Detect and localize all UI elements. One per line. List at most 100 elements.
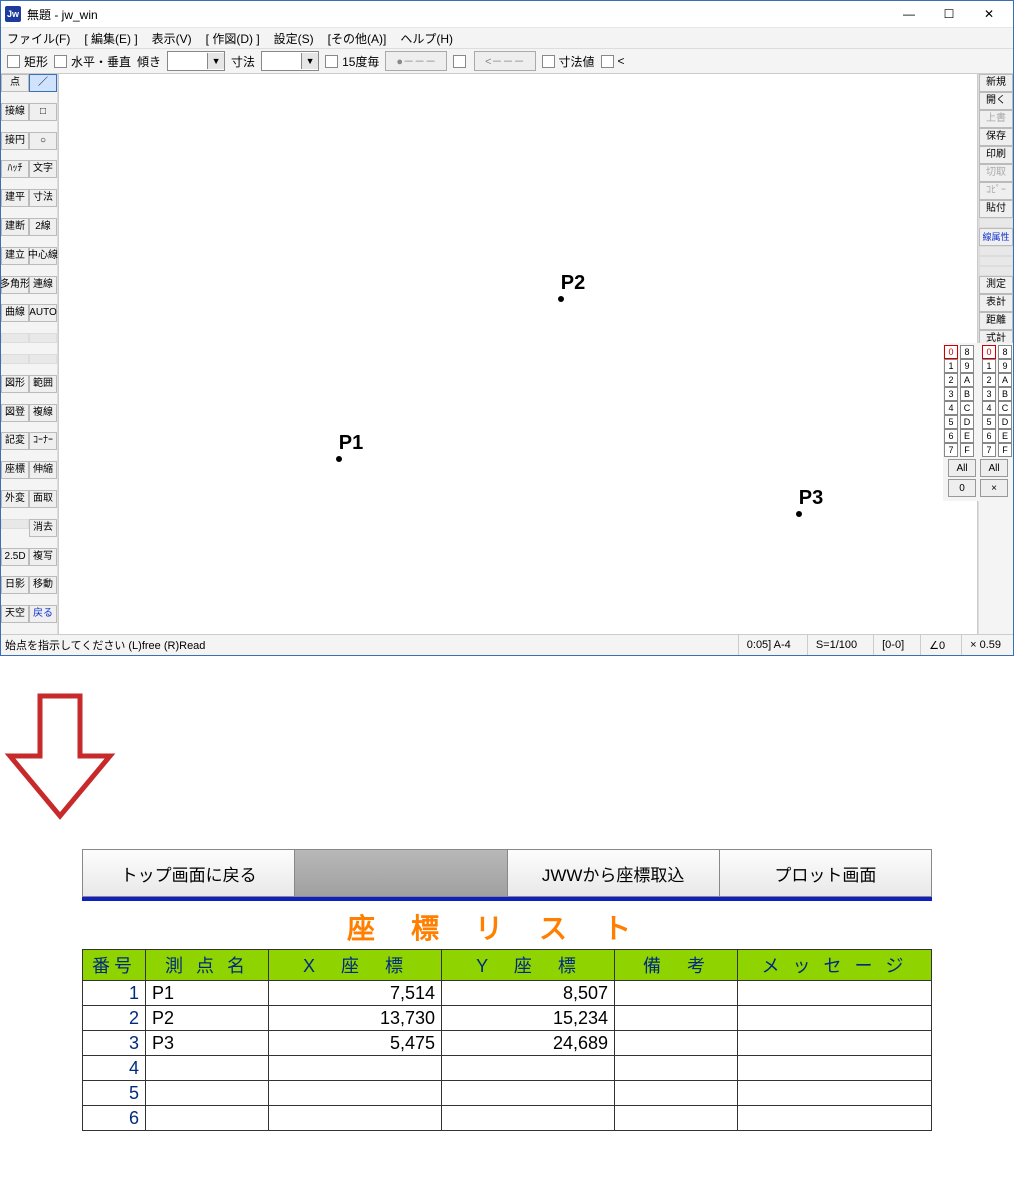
layer-cell-3[interactable]: 3 [982, 387, 996, 401]
layer-cell-6[interactable]: 6 [982, 429, 996, 443]
coord-cell[interactable] [146, 1056, 269, 1081]
tool-日影[interactable]: 日影 [1, 576, 29, 594]
opt-15deg[interactable]: 15度毎 [325, 53, 379, 70]
tool-○[interactable]: ○ [29, 132, 57, 150]
coord-row[interactable]: 6 [83, 1106, 932, 1131]
layer-cell-1[interactable]: 1 [982, 359, 996, 373]
tool-記変[interactable]: 記変 [1, 432, 29, 450]
coord-row[interactable]: 5 [83, 1081, 932, 1106]
layer-cell-B[interactable]: B [998, 387, 1012, 401]
layer-cell-6[interactable]: 6 [944, 429, 958, 443]
coord-row[interactable]: 1P17,5148,507 [83, 981, 932, 1006]
tool-伸縮[interactable]: 伸縮 [29, 461, 57, 479]
rtool-上書[interactable]: 上書 [979, 110, 1013, 128]
layer-cell-5[interactable]: 5 [944, 415, 958, 429]
tool-天空[interactable]: 天空 [1, 605, 29, 623]
coord-cell[interactable]: P2 [146, 1006, 269, 1031]
menu-help[interactable]: ヘルプ(H) [400, 30, 453, 47]
tool-2.5D[interactable]: 2.5D [1, 548, 29, 566]
rtool-印刷[interactable]: 印刷 [979, 146, 1013, 164]
layer-zero[interactable]: 0 [948, 479, 976, 497]
layer-cell-D[interactable]: D [960, 415, 974, 429]
coord-cell[interactable] [615, 1056, 738, 1081]
coord-cell[interactable]: 6 [83, 1106, 146, 1131]
coord-cell[interactable] [615, 1106, 738, 1131]
opt-blank1[interactable] [453, 55, 468, 68]
menu-setting[interactable]: 設定(S) [274, 30, 314, 47]
coord-cell[interactable] [442, 1106, 615, 1131]
tool-接線[interactable]: 接線 [1, 103, 29, 121]
coord-cell[interactable] [442, 1056, 615, 1081]
layer-cell-A[interactable]: A [960, 373, 974, 387]
opt-dashline-button[interactable]: <－－－ [474, 51, 535, 71]
coord-cell[interactable]: 1 [83, 981, 146, 1006]
coord-cell[interactable] [146, 1081, 269, 1106]
coord-cell[interactable] [615, 1081, 738, 1106]
tool-座標[interactable]: 座標 [1, 461, 29, 479]
menu-file[interactable]: ファイル(F) [7, 30, 70, 47]
tool-連線[interactable]: 連線 [29, 276, 57, 294]
coord-row[interactable]: 3P35,47524,689 [83, 1031, 932, 1056]
tool-複写[interactable]: 複写 [29, 548, 57, 566]
coord-cell[interactable] [615, 1031, 738, 1056]
coord-cell[interactable]: 5 [83, 1081, 146, 1106]
tool-□[interactable]: □ [29, 103, 57, 121]
layer-cell-4[interactable]: 4 [982, 401, 996, 415]
coord-cell[interactable] [738, 1056, 932, 1081]
layer-cell-A[interactable]: A [998, 373, 1012, 387]
coord-cell[interactable] [615, 1006, 738, 1031]
layer-cell-C[interactable]: C [960, 401, 974, 415]
rtool-距離[interactable]: 距離 [979, 312, 1013, 330]
rtool-開く[interactable]: 開く [979, 92, 1013, 110]
rtool-切取[interactable]: 切取 [979, 164, 1013, 182]
tool-面取[interactable]: 面取 [29, 490, 57, 508]
coord-cell[interactable] [738, 1081, 932, 1106]
tool-建立[interactable]: 建立 [1, 247, 29, 265]
coord-tab-2[interactable]: JWWから座標取込 [508, 850, 720, 896]
layer-all-left[interactable]: All [948, 459, 976, 477]
menu-view[interactable]: 表示(V) [152, 30, 192, 47]
rtool-保存[interactable]: 保存 [979, 128, 1013, 146]
opt-hv[interactable]: 水平・垂直 [54, 53, 131, 70]
opt-lt[interactable]: < [601, 54, 625, 68]
coord-tab-0[interactable]: トップ画面に戻る [83, 850, 295, 896]
opt-angle-dropdown[interactable]: ▼ [167, 51, 225, 71]
tool-建断[interactable]: 建断 [1, 218, 29, 236]
coord-cell[interactable]: 4 [83, 1056, 146, 1081]
layer-cell-1[interactable]: 1 [944, 359, 958, 373]
layer-cell-9[interactable]: 9 [960, 359, 974, 373]
layer-cell-4[interactable]: 4 [944, 401, 958, 415]
coord-cell[interactable] [738, 1106, 932, 1131]
maximize-button[interactable]: ☐ [929, 3, 969, 25]
tool-接円[interactable]: 接円 [1, 132, 29, 150]
coord-cell[interactable]: 7,514 [269, 981, 442, 1006]
tool-多角形[interactable]: 多角形 [1, 276, 29, 294]
tool-寸法[interactable]: 寸法 [29, 189, 57, 207]
layer-cell-7[interactable]: 7 [944, 443, 958, 457]
tool-中心線[interactable]: 中心線 [29, 247, 57, 265]
layer-cell-C[interactable]: C [998, 401, 1012, 415]
tool-外変[interactable]: 外変 [1, 490, 29, 508]
layer-cell-2[interactable]: 2 [944, 373, 958, 387]
tool-点[interactable]: 点 [1, 74, 29, 92]
tool-図登[interactable]: 図登 [1, 404, 29, 422]
layer-cell-8[interactable]: 8 [998, 345, 1012, 359]
tool-AUTO[interactable]: AUTO [29, 304, 57, 322]
rtool-線属性[interactable]: 線属性 [979, 228, 1013, 246]
coord-cell[interactable]: 5,475 [269, 1031, 442, 1056]
tool-ｺｰﾅｰ[interactable]: ｺｰﾅｰ [29, 432, 57, 450]
rtool-貼付[interactable]: 貼付 [979, 200, 1013, 218]
layer-cell-8[interactable]: 8 [960, 345, 974, 359]
layer-cell-D[interactable]: D [998, 415, 1012, 429]
coord-cell[interactable] [738, 1031, 932, 1056]
coord-cell[interactable]: 3 [83, 1031, 146, 1056]
close-button[interactable]: ✕ [969, 3, 1009, 25]
rtool-新規[interactable]: 新規 [979, 74, 1013, 92]
layer-cell-F[interactable]: F [960, 443, 974, 457]
coord-cell[interactable]: 13,730 [269, 1006, 442, 1031]
layer-cell-7[interactable]: 7 [982, 443, 996, 457]
coord-row[interactable]: 2P213,73015,234 [83, 1006, 932, 1031]
menu-edit[interactable]: [ 編集(E) ] [84, 30, 137, 47]
tool-消去[interactable]: 消去 [29, 519, 57, 537]
coord-cell[interactable]: P3 [146, 1031, 269, 1056]
